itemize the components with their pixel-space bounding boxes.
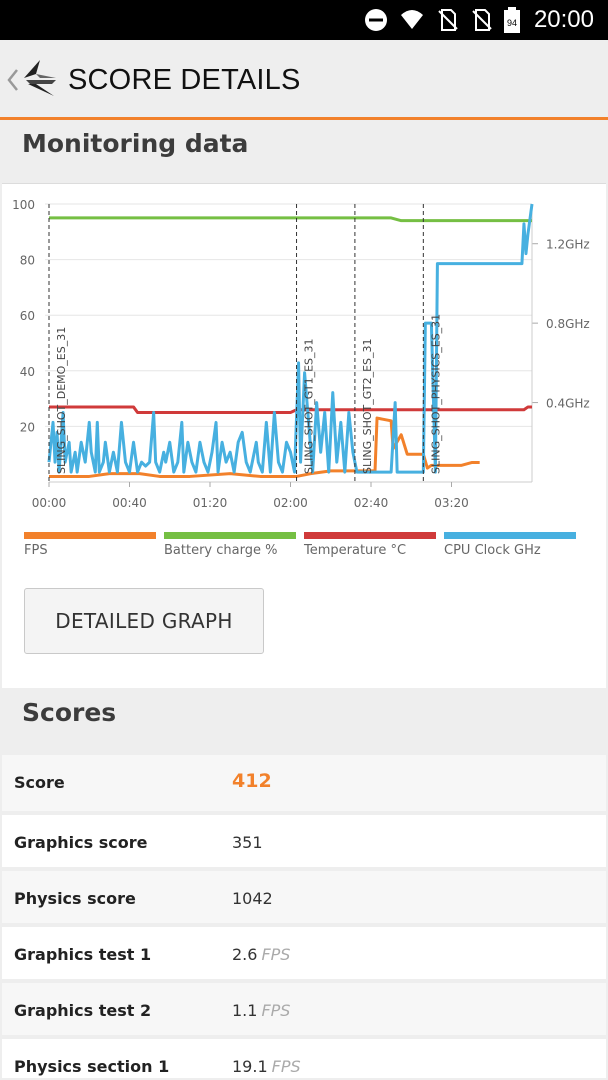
score-row: Graphics test 1 2.6 FPS: [2, 927, 606, 981]
detailed-graph-button[interactable]: DETAILED GRAPH: [24, 588, 264, 654]
score-row: Physics score 1042: [2, 871, 606, 925]
app-bar: SCORE DETAILS: [0, 40, 608, 120]
monitoring-title: Monitoring data: [22, 129, 249, 158]
score-number: 1.1: [232, 1001, 258, 1020]
y-tick-label: 20: [20, 420, 35, 434]
x-tick-label: 00:00: [32, 496, 67, 510]
3dmark-logo-icon[interactable]: [22, 58, 58, 98]
series-line-temperature-c: [49, 405, 532, 414]
chevron-left-icon[interactable]: [6, 67, 20, 93]
score-row: Score 412: [2, 755, 606, 813]
battery-level: 94: [507, 18, 517, 28]
legend-label: Temperature °C: [304, 543, 407, 558]
score-value: 351: [232, 833, 263, 852]
do-not-disturb-icon: [364, 9, 387, 31]
score-label: Score: [14, 773, 65, 792]
scores-title: Scores: [22, 698, 117, 727]
battery-icon: 94: [503, 7, 520, 33]
no-sim-icon: [472, 9, 492, 31]
test-marker-label: SLING_SHOT_PHYSICS_ES_31: [429, 314, 442, 474]
legend-label: Battery charge %: [164, 543, 278, 558]
x-tick-label: 02:00: [273, 496, 308, 510]
score-unit: FPS: [261, 1001, 291, 1020]
x-tick-label: 01:20: [193, 496, 228, 510]
legend-item-battery: Battery charge %: [164, 532, 296, 558]
score-label: Graphics test 2: [14, 1001, 152, 1020]
no-sim-icon: [438, 9, 458, 31]
score-label: Graphics score: [14, 833, 148, 852]
test-marker-label: SLING_SHOT_DEMO_ES_31: [55, 327, 68, 474]
score-row: Physics section 1 19.1 FPS: [2, 1039, 606, 1080]
y-right-tick-label: 1.2GHz: [546, 238, 590, 252]
legend-item-cpu-clock: CPU Clock GHz: [444, 532, 576, 558]
score-number: 2.6: [232, 945, 258, 964]
x-tick-label: 02:40: [354, 496, 389, 510]
score-value: 1042: [232, 889, 273, 908]
legend-swatch-battery: [164, 532, 296, 539]
score-value: 1.1 FPS: [232, 1001, 290, 1020]
y-tick-label: 80: [20, 254, 35, 268]
y-tick-label: 100: [12, 198, 35, 212]
legend-swatch-temperature: [304, 532, 436, 539]
score-row: Graphics score 351: [2, 815, 606, 869]
y-right-tick-label: 0.8GHz: [546, 317, 590, 331]
score-number: 19.1: [232, 1057, 268, 1076]
score-unit: FPS: [271, 1057, 301, 1076]
score-value: 412: [232, 770, 272, 792]
page-title: SCORE DETAILS: [68, 64, 301, 96]
clock: 20:00: [533, 6, 594, 33]
wifi-icon: [400, 10, 423, 29]
score-value: 2.6 FPS: [232, 945, 290, 964]
y-tick-label: 60: [20, 309, 35, 323]
status-bar: 94 20:00: [0, 0, 608, 40]
legend-label: FPS: [24, 543, 48, 558]
legend-swatch-cpu-clock: [444, 532, 576, 539]
monitoring-card: 20 40 60 80 100 0.4GHz 0.8GHz 1.2GHz 00:00 00:40 0…: [2, 183, 606, 747]
legend-item-fps: FPS: [24, 532, 156, 558]
test-marker-label: SLING_SHOT_GT1_ES_31: [303, 338, 316, 474]
monitoring-header: Monitoring data: [0, 123, 608, 183]
legend-swatch-fps: [24, 532, 156, 539]
series-line-battery-charge: [49, 216, 532, 223]
score-unit: FPS: [261, 945, 291, 964]
score-value: 19.1 FPS: [232, 1057, 301, 1076]
x-tick-label: 03:20: [434, 496, 469, 510]
test-marker-label: SLING_SHOT_GT2_ES_31: [361, 338, 374, 474]
monitoring-chart: 20 40 60 80 100 0.4GHz 0.8GHz 1.2GHz 00:00 00:40 0…: [12, 198, 590, 510]
series-line-cpu-clock-ghz: [47, 203, 534, 474]
chart-legend: FPS Battery charge % Temperature °C CPU …: [2, 532, 606, 562]
score-number: 412: [232, 770, 272, 792]
score-label: Physics score: [14, 889, 136, 908]
y-right-tick-label: 0.4GHz: [546, 397, 590, 411]
score-label: Physics section 1: [14, 1057, 170, 1076]
legend-label: CPU Clock GHz: [444, 543, 541, 558]
scores-header: Scores: [0, 688, 608, 752]
status-icons: 94 20:00: [364, 0, 594, 40]
x-tick-label: 00:40: [112, 496, 147, 510]
legend-item-temperature: Temperature °C: [304, 532, 436, 558]
score-row: Graphics test 2 1.1 FPS: [2, 983, 606, 1037]
score-number: 1042: [232, 889, 273, 908]
score-label: Graphics test 1: [14, 945, 152, 964]
y-tick-label: 40: [20, 365, 35, 379]
score-number: 351: [232, 833, 263, 852]
